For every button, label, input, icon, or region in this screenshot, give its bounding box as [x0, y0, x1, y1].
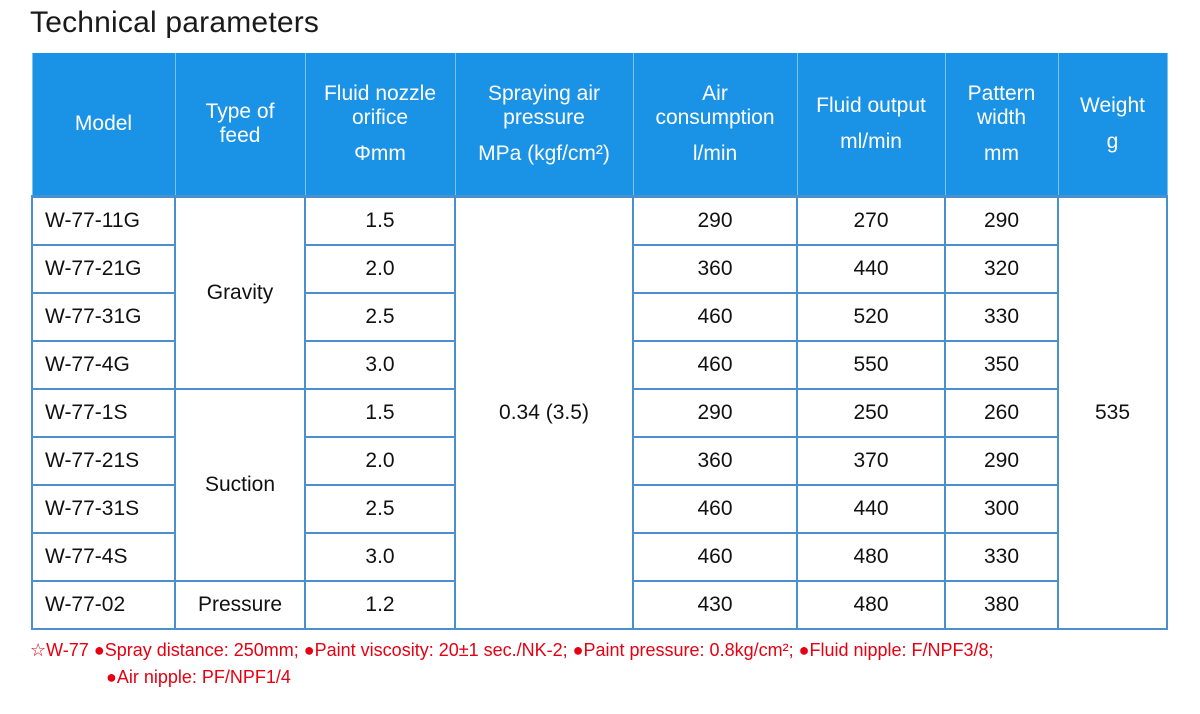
header-row: Model Type of feed Fluid nozzle orifice Φ…	[31, 53, 1168, 197]
air-cell: 430	[632, 580, 798, 630]
air-cell: 360	[632, 436, 798, 486]
fluid-cell: 270	[796, 195, 946, 246]
fluid-cell: 550	[796, 340, 946, 390]
model-cell: W-77-11G	[31, 195, 176, 246]
air-cell: 460	[632, 340, 798, 390]
table-row: W-77-1S Suction 1.5 290 250 260	[31, 388, 1167, 582]
header-weight: Weight g	[1057, 53, 1168, 197]
spec-note: ☆W-77 ●Spray distance: 250mm; ●Paint vis…	[30, 637, 1180, 691]
spec-note-line1: ☆W-77 ●Spray distance: 250mm; ●Paint vis…	[30, 640, 994, 660]
spec-note-line2: ●Air nipple: PF/NPF1/4	[106, 667, 291, 687]
air-cell: 460	[632, 532, 798, 582]
pattern-cell: 350	[944, 340, 1059, 390]
fluid-cell: 440	[796, 244, 946, 294]
model-cell: W-77-31S	[31, 484, 176, 534]
pattern-cell: 300	[944, 484, 1059, 534]
nozzle-cell: 2.5	[304, 292, 456, 342]
pattern-cell: 260	[944, 388, 1059, 438]
weight-shared-cell: 535	[1057, 195, 1168, 630]
nozzle-cell: 1.5	[304, 195, 456, 246]
table-row: W-77-31S 2.5 460 440 300	[31, 484, 1167, 534]
table-row: W-77-21S 2.0 360 370 290	[31, 436, 1167, 486]
model-cell: W-77-4S	[31, 532, 176, 582]
nozzle-cell: 3.0	[304, 340, 456, 390]
header-feed: Type of feed	[174, 53, 306, 197]
table-row: W-77-4G 3.0 460 550 350	[31, 340, 1167, 390]
model-cell: W-77-4G	[31, 340, 176, 390]
air-cell: 460	[632, 292, 798, 342]
table-row: W-77-21G 2.0 360 440 320	[31, 244, 1167, 294]
nozzle-cell: 1.2	[304, 580, 456, 630]
header-nozzle: Fluid nozzle orifice Φmm	[304, 53, 456, 197]
header-fluid: Fluid output ml/min	[796, 53, 946, 197]
fluid-cell: 520	[796, 292, 946, 342]
nozzle-cell: 2.5	[304, 484, 456, 534]
model-cell: W-77-21G	[31, 244, 176, 294]
technical-parameters-table: Model Type of feed Fluid nozzle orifice Φ…	[31, 53, 1168, 630]
air-cell: 290	[632, 195, 798, 246]
nozzle-cell: 3.0	[304, 532, 456, 582]
nozzle-cell: 1.5	[304, 388, 456, 438]
header-pattern: Pattern width mm	[944, 53, 1059, 197]
pattern-cell: 290	[944, 195, 1059, 246]
model-cell: W-77-1S	[31, 388, 176, 438]
pattern-cell: 380	[944, 580, 1059, 630]
air-cell: 290	[632, 388, 798, 438]
model-cell: W-77-31G	[31, 292, 176, 342]
feed-suction-cell: Suction	[174, 388, 306, 582]
header-pressure: Spraying air pressure MPa (kgf/cm²)	[454, 53, 634, 197]
page-title: Technical parameters	[30, 6, 320, 39]
fluid-cell: 250	[796, 388, 946, 438]
feed-gravity-cell: Gravity	[174, 195, 306, 390]
air-cell: 460	[632, 484, 798, 534]
pattern-cell: 320	[944, 244, 1059, 294]
header-model: Model	[31, 53, 176, 197]
model-cell: W-77-02	[31, 580, 176, 630]
pattern-cell: 290	[944, 436, 1059, 486]
fluid-cell: 480	[796, 532, 946, 582]
table-row: W-77-11G Gravity 1.5 0.34 (3.5) 290 270 …	[31, 195, 1168, 630]
feed-pressure-cell: Pressure	[174, 580, 306, 630]
fluid-cell: 440	[796, 484, 946, 534]
table-row: W-77-02 Pressure 1.2 430 480 380	[31, 580, 1167, 630]
header-air: Air consumption l/min	[632, 53, 798, 197]
air-cell: 360	[632, 244, 798, 294]
nozzle-cell: 2.0	[304, 244, 456, 294]
pattern-cell: 330	[944, 532, 1059, 582]
fluid-cell: 370	[796, 436, 946, 486]
pressure-shared-cell: 0.34 (3.5)	[454, 195, 634, 630]
table-row: W-77-4S 3.0 460 480 330	[31, 532, 1167, 582]
pattern-cell: 330	[944, 292, 1059, 342]
nozzle-cell: 2.0	[304, 436, 456, 486]
model-cell: W-77-21S	[31, 436, 176, 486]
fluid-cell: 480	[796, 580, 946, 630]
table-row: W-77-31G 2.5 460 520 330	[31, 292, 1167, 342]
